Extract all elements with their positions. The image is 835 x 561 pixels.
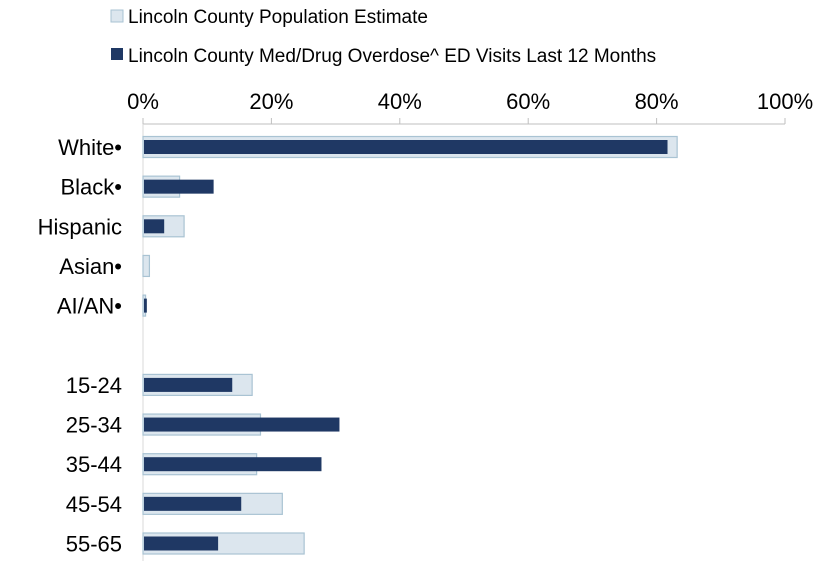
x-tick-label: 0% (127, 89, 159, 114)
category-label: 55-65 (66, 532, 122, 557)
x-tick-label: 40% (378, 89, 422, 114)
category-label: Hispanic (38, 214, 122, 239)
legend-item-population: Lincoln County Population Estimate (110, 7, 428, 28)
category-label: 25-34 (66, 413, 122, 438)
bar-population (142, 254, 151, 278)
bar-overdose (144, 457, 322, 472)
bar-overdose (144, 298, 147, 313)
category-label: 35-44 (66, 452, 122, 477)
bar-overdose (144, 377, 233, 392)
legend-swatch-population (110, 9, 124, 23)
bar-overdose (144, 219, 165, 234)
bar-overdose (144, 179, 214, 194)
x-tick-label: 60% (506, 89, 550, 114)
x-tick-label: 20% (249, 89, 293, 114)
category-label: AI/AN• (57, 294, 122, 319)
bars (142, 135, 678, 555)
legend: Lincoln County Population Estimate Linco… (110, 7, 656, 67)
legend-item-overdose: Lincoln County Med/Drug Overdose^ ED Vis… (111, 46, 656, 67)
bar-overdose (144, 496, 242, 511)
category-label: White• (58, 135, 122, 160)
legend-label-population: Lincoln County Population Estimate (128, 7, 428, 28)
category-label: Black• (61, 175, 123, 200)
bar-overdose (144, 140, 668, 154)
legend-label-overdose: Lincoln County Med/Drug Overdose^ ED Vis… (128, 46, 656, 67)
bar-overdose (144, 417, 340, 432)
category-labels: White• Black• Hispanic Asian• AI/AN• 15-24 25-… (38, 135, 122, 557)
category-label: 15-24 (66, 373, 122, 398)
x-axis: 0% 20% 40% 60% 80% 100% (127, 89, 813, 561)
x-tick-label: 80% (635, 89, 679, 114)
category-label: 45-54 (66, 492, 122, 517)
x-tick-label: 100% (757, 89, 813, 114)
category-label: Asian• (59, 254, 122, 279)
bar-overdose (144, 536, 219, 551)
legend-swatch-overdose (111, 48, 123, 60)
